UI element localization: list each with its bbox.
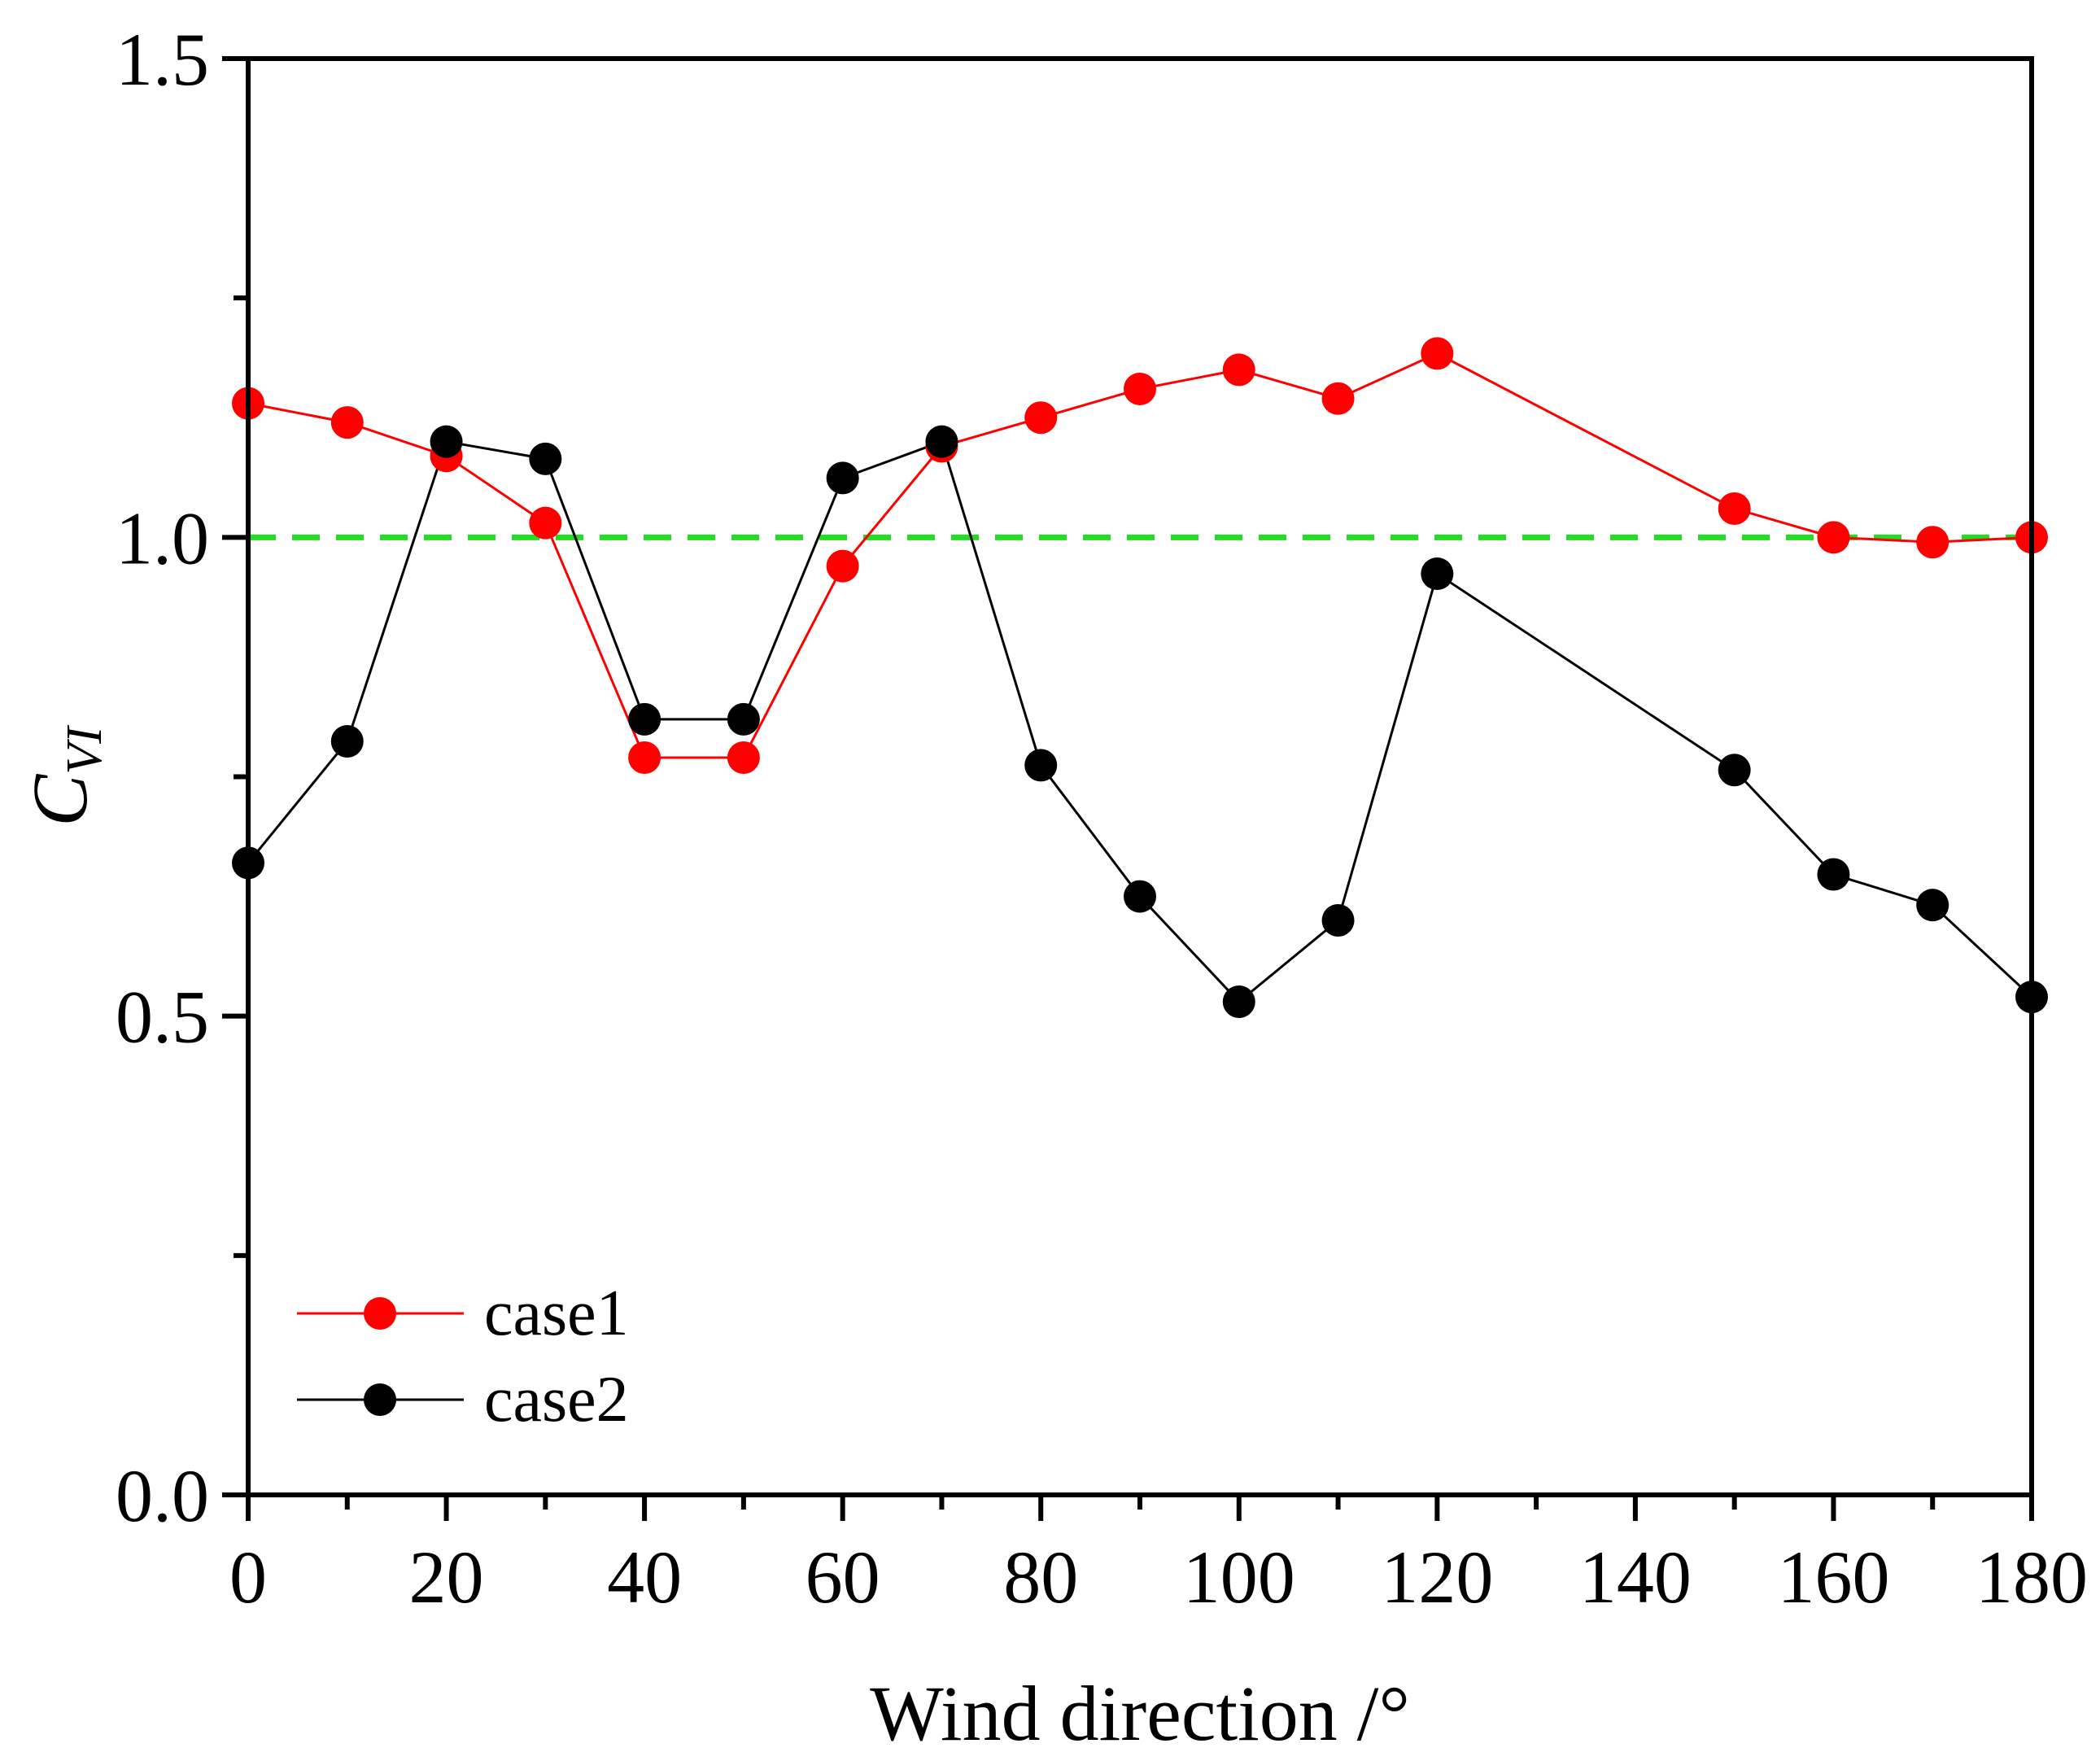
data-point-case2: [925, 425, 958, 458]
series-line-case1: [247, 352, 2032, 759]
data-point-case1: [1024, 401, 1058, 435]
data-point-case1: [1222, 353, 1255, 387]
series-line-case2: [247, 439, 2033, 1004]
data-point-case2: [1718, 754, 1751, 787]
y-tick-label: 1.0: [116, 496, 209, 579]
data-point-case2: [330, 724, 364, 758]
data-point-case1: [1124, 372, 1156, 405]
data-point-case1: [1321, 382, 1355, 415]
data-point-case1: [1421, 337, 1454, 370]
data-point-case2: [1321, 904, 1355, 937]
x-tick-label: 120: [1381, 1536, 1493, 1619]
data-point-case2: [430, 425, 463, 458]
data-point-case2: [826, 461, 859, 495]
data-point-case1: [1817, 521, 1850, 554]
x-tick-label: 80: [1003, 1536, 1078, 1619]
data-point-case2: [1916, 889, 1949, 922]
data-point-case2: [1817, 858, 1850, 891]
y-tick-label: 0.5: [116, 976, 209, 1059]
x-tick-label: 0: [229, 1536, 267, 1619]
x-tick-label: 100: [1183, 1536, 1295, 1619]
data-point-case1: [529, 506, 562, 540]
data-point-case2: [1222, 985, 1255, 1019]
data-point-case1: [1718, 492, 1751, 526]
data-point-case2: [628, 702, 661, 736]
data-point-case1: [1916, 526, 1949, 559]
data-point-case2: [1421, 557, 1454, 591]
x-tick-label: 180: [1976, 1536, 2088, 1619]
data-point-case1: [826, 549, 859, 583]
data-point-case2: [1124, 880, 1156, 913]
legend-marker-case1: [364, 1297, 396, 1330]
legend: case1 case2: [297, 1278, 629, 1435]
legend-marker-case2: [364, 1383, 396, 1416]
x-tick-label: 140: [1579, 1536, 1692, 1619]
data-point-case1: [330, 406, 364, 439]
data-point-case2: [727, 702, 760, 736]
legend-label-case2: case2: [484, 1364, 629, 1435]
y-axis-title: CVI: [16, 724, 112, 827]
x-tick-label: 40: [607, 1536, 682, 1619]
data-point-case2: [1024, 749, 1058, 782]
x-axis-title: Wind direction /°: [870, 1670, 1410, 1757]
data-point-case1: [727, 741, 760, 774]
y-tick-label: 0.0: [116, 1454, 209, 1537]
x-tick-label: 160: [1777, 1536, 1889, 1619]
legend-label-case1: case1: [484, 1278, 629, 1349]
axes: 0 20 40 60 80 100 120 140 160 180 0.0 0.5 1.0 1.5: [116, 18, 2088, 1619]
x-tick-label: 20: [409, 1536, 484, 1619]
x-tick-label: 60: [806, 1536, 880, 1619]
y-axis-title-subscript: VI: [57, 724, 112, 775]
data-point-case1: [628, 741, 661, 774]
plot-area: [232, 337, 2048, 1019]
y-axis-title-main: C: [16, 774, 103, 827]
data-point-case2: [529, 442, 562, 475]
y-tick-label: 1.5: [116, 18, 209, 101]
